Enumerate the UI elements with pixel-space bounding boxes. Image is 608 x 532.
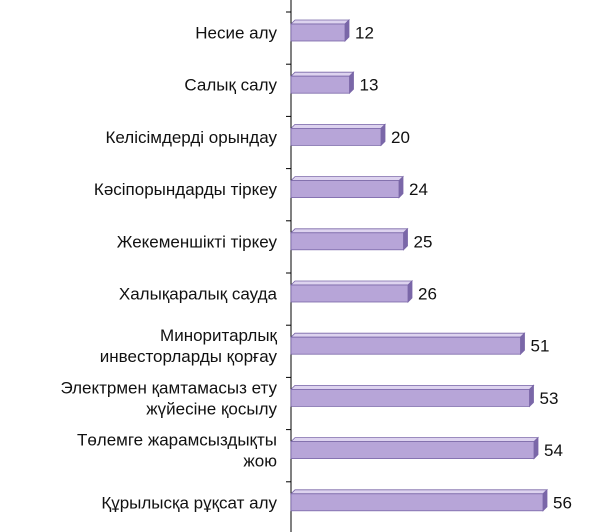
category-label: Миноритарлық инвесторларды қорғау bbox=[100, 326, 278, 366]
bar-value-label: 54 bbox=[544, 441, 563, 460]
bar-end-face bbox=[407, 280, 413, 303]
bar bbox=[290, 284, 409, 303]
bar-top-face bbox=[290, 437, 539, 443]
bar-end-face bbox=[403, 227, 408, 251]
bar-top-face bbox=[290, 228, 409, 234]
axis-layer bbox=[286, 0, 292, 532]
bar-end-face bbox=[533, 436, 539, 460]
bar-value-label: 26 bbox=[418, 285, 437, 304]
category-label: Несие алу bbox=[195, 24, 277, 43]
category-label: Жекеменшікті тіркеу bbox=[117, 232, 278, 251]
bar-end-face bbox=[520, 332, 525, 356]
bar-top-face bbox=[290, 332, 526, 338]
bar-value-label: 20 bbox=[391, 128, 410, 147]
category-label: Халықаралық сауда bbox=[119, 285, 278, 304]
bar bbox=[290, 441, 535, 460]
bar-top-face bbox=[290, 124, 386, 129]
category-label: Кәсіпорындарды тіркеу bbox=[94, 180, 278, 199]
bar-end-face bbox=[349, 71, 354, 95]
bar-top-face bbox=[290, 71, 355, 77]
bar-end-face bbox=[542, 488, 548, 512]
bar-value-label: 25 bbox=[414, 232, 433, 251]
bar bbox=[290, 23, 346, 42]
bar-value-label: 53 bbox=[540, 389, 559, 408]
bar-value-label: 56 bbox=[553, 493, 572, 512]
bar-top-face bbox=[290, 176, 404, 182]
bar bbox=[290, 127, 382, 146]
bar-end-face bbox=[380, 123, 386, 147]
bar-end-face bbox=[344, 19, 350, 42]
bar-value-label: 12 bbox=[355, 24, 374, 43]
category-label: Келісімдерді орындау bbox=[105, 128, 277, 147]
bar-value-label: 24 bbox=[409, 180, 428, 199]
category-label: Құрылысқа рұқсат алу bbox=[101, 493, 277, 512]
bar bbox=[290, 75, 350, 94]
bar-layer bbox=[290, 19, 548, 512]
bar-end-face bbox=[529, 384, 534, 408]
bar-end-face bbox=[398, 175, 404, 199]
bar-top-face bbox=[290, 280, 413, 286]
bar-top-face bbox=[290, 489, 548, 495]
bar-value-label: 51 bbox=[531, 337, 550, 356]
bar bbox=[290, 388, 530, 407]
category-label: Салық салу bbox=[184, 76, 277, 95]
bar bbox=[290, 493, 544, 512]
category-label: Төлемге жарамсыздықты жою bbox=[77, 431, 277, 471]
bar-top-face bbox=[290, 19, 350, 25]
bar-top-face bbox=[290, 384, 535, 390]
label-layer: 12 Несие алу 13 Салық салу 20 Келісімдерді ор… bbox=[60, 24, 571, 513]
bar bbox=[290, 180, 400, 199]
bar bbox=[290, 232, 404, 251]
bar-value-label: 13 bbox=[360, 76, 379, 95]
bar bbox=[290, 336, 521, 355]
category-label: Электрмен қамтамасыз ету жүйесіне қосылу bbox=[60, 378, 277, 418]
